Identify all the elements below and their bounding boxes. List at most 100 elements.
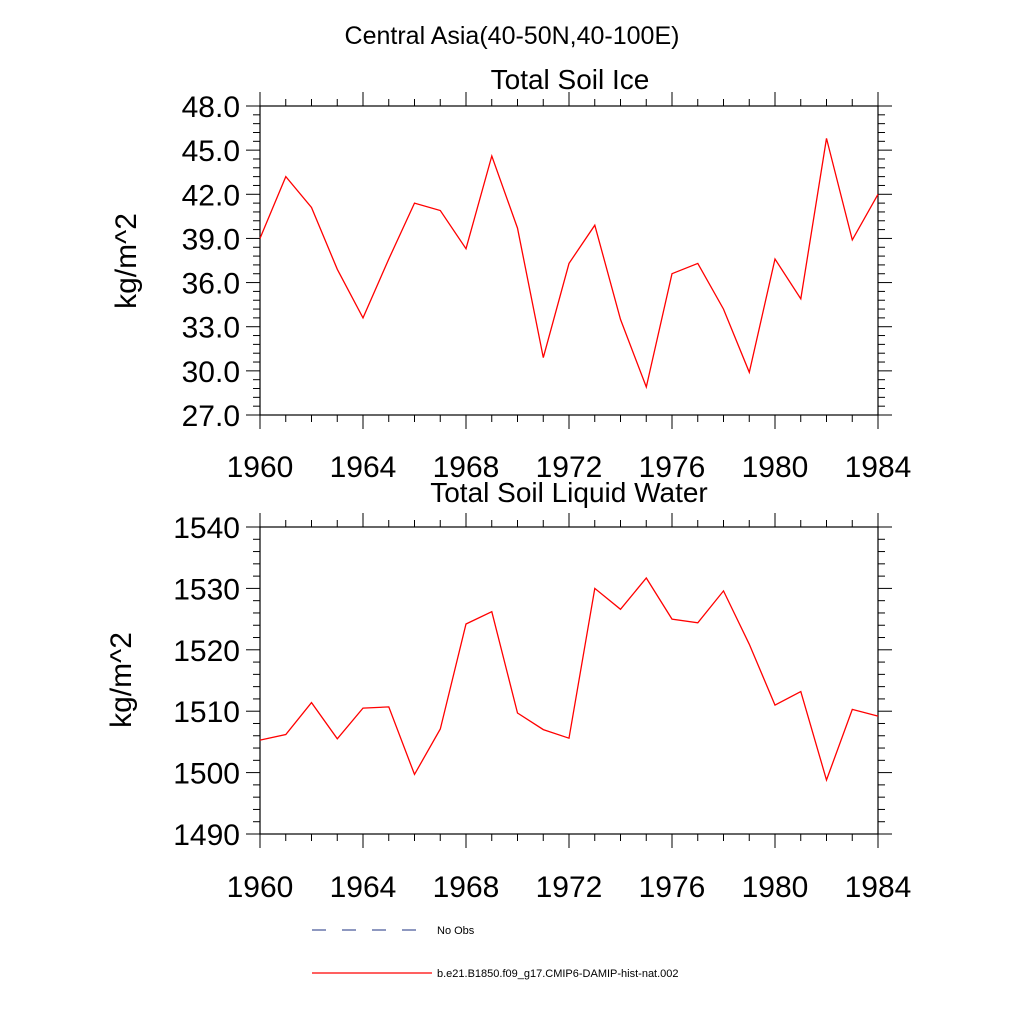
data-point: [542, 357, 544, 359]
y-tick-label: 27.0: [182, 400, 240, 433]
y-axis-label: kg/m^2: [110, 213, 143, 309]
data-point: [723, 308, 725, 310]
data-point: [362, 707, 364, 709]
x-tick-label: 1980: [742, 871, 809, 904]
data-point: [851, 239, 853, 241]
data-point: [517, 712, 519, 714]
data-point: [491, 155, 493, 157]
series-line: [259, 138, 879, 390]
data-point: [826, 779, 828, 781]
y-tick-label: 1510: [173, 696, 240, 729]
data-point: [259, 739, 261, 741]
data-point: [568, 737, 570, 739]
y-tick-label: 1500: [173, 758, 240, 791]
data-point: [877, 193, 879, 195]
data-point: [645, 577, 647, 579]
data-point: [414, 773, 416, 775]
data-point: [645, 386, 647, 388]
data-point: [414, 202, 416, 204]
y-tick-label: 48.0: [182, 91, 240, 124]
data-point: [336, 738, 338, 740]
legend: No Obs b.e21.B1850.f09_g17.CMIP6-DAMIP-h…: [312, 925, 679, 980]
data-point: [697, 622, 699, 624]
data-point: [517, 227, 519, 229]
data-point: [697, 262, 699, 264]
data-point: [774, 704, 776, 706]
data-point: [285, 734, 287, 736]
data-point: [542, 729, 544, 731]
y-tick-label: 39.0: [182, 223, 240, 256]
y-tick-label: 42.0: [182, 179, 240, 212]
data-point: [259, 237, 261, 239]
chart-title: Total Soil Ice: [491, 64, 650, 95]
x-tick-label: 1984: [845, 871, 912, 904]
axis-ticks: [246, 92, 892, 429]
data-point: [594, 224, 596, 226]
data-point: [800, 691, 802, 693]
y-tick-label: 33.0: [182, 312, 240, 345]
x-tick-label: 1968: [433, 871, 500, 904]
data-point: [388, 258, 390, 260]
x-tick-label: 1976: [639, 871, 706, 904]
figure-title: Central Asia(40-50N,40-100E): [345, 22, 680, 50]
data-point: [439, 728, 441, 730]
data-point: [774, 258, 776, 260]
data-point: [826, 137, 828, 139]
y-tick-label: 36.0: [182, 268, 240, 301]
data-point: [362, 317, 364, 319]
data-point: [336, 268, 338, 270]
x-tick-label: 1960: [227, 451, 294, 484]
x-tick-labels: 1960 1964 1968 1972 1976 1980 1984: [227, 451, 912, 484]
y-tick-label: 1520: [173, 635, 240, 668]
x-tick-label: 1964: [330, 451, 397, 484]
legend-label: b.e21.B1850.f09_g17.CMIP6-DAMIP-hist-nat…: [437, 968, 679, 980]
series-line: [259, 576, 879, 783]
legend-entry-model-run: b.e21.B1850.f09_g17.CMIP6-DAMIP-hist-nat…: [312, 968, 679, 980]
y-tick-label: 30.0: [182, 356, 240, 389]
x-tick-label: 1972: [536, 451, 603, 484]
y-tick-label: 1490: [173, 819, 240, 852]
data-point: [285, 176, 287, 178]
data-point: [465, 623, 467, 625]
data-point: [620, 608, 622, 610]
data-point: [465, 248, 467, 250]
y-tick-labels: 27.0 30.0 33.0 36.0 39.0 42.0 45.0 48.0: [182, 91, 240, 433]
x-tick-label: 1980: [742, 451, 809, 484]
x-tick-label: 1984: [845, 451, 912, 484]
data-series: [259, 576, 879, 783]
data-point: [748, 643, 750, 645]
data-point: [491, 611, 493, 613]
data-point: [594, 587, 596, 589]
data-point: [851, 708, 853, 710]
x-tick-label: 1968: [433, 451, 500, 484]
y-axis-label: kg/m^2: [105, 632, 138, 728]
legend-label: No Obs: [437, 925, 475, 937]
data-point: [723, 590, 725, 592]
data-point: [311, 702, 313, 704]
y-tick-labels: 1490 1500 1510 1520 1530 1540: [173, 512, 240, 852]
chart-panel-total-soil-liquid-water: Total Soil Liquid Water kg/m^2 149015001…: [105, 477, 911, 904]
data-point: [388, 706, 390, 708]
x-tick-label: 1960: [227, 871, 294, 904]
y-tick-label: 1540: [173, 512, 240, 545]
y-tick-label: 45.0: [182, 135, 240, 168]
data-point: [311, 207, 313, 209]
data-point: [800, 298, 802, 300]
y-tick-label: 1530: [173, 573, 240, 606]
data-point: [620, 318, 622, 320]
data-point: [877, 715, 879, 717]
chart-title: Total Soil Liquid Water: [430, 477, 708, 508]
data-point: [748, 371, 750, 373]
chart-panel-total-soil-ice: Total Soil Ice kg/m^2 27.0 30.0 33.0 36.0 39…: [110, 64, 911, 484]
axis-ticks: [246, 513, 892, 848]
x-tick-label: 1964: [330, 871, 397, 904]
x-tick-label: 1976: [639, 451, 706, 484]
data-point: [568, 262, 570, 264]
data-point: [439, 209, 441, 211]
data-point: [671, 618, 673, 620]
data-point: [671, 273, 673, 275]
x-tick-labels: 1960 1964 1968 1972 1976 1980 1984: [227, 871, 912, 904]
legend-entry-no-obs: No Obs: [312, 925, 475, 937]
